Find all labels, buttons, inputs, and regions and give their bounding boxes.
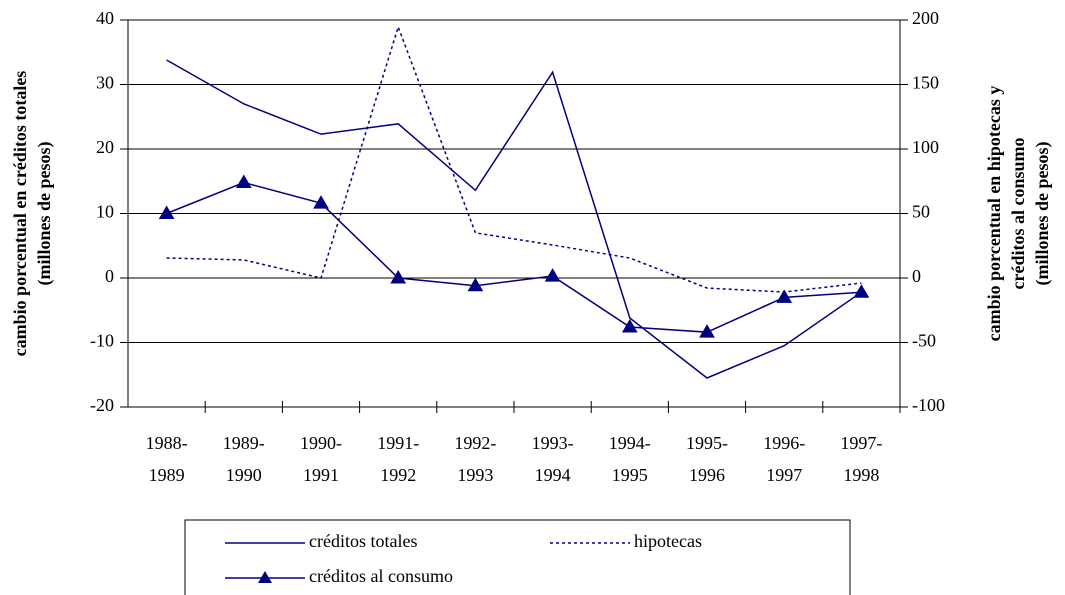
- y2-tick-label: 0: [912, 266, 921, 286]
- legend-label: hipotecas: [634, 531, 702, 551]
- y-tick-label: 0: [105, 266, 114, 286]
- marker: [621, 319, 638, 333]
- marker: [776, 289, 793, 303]
- marker: [699, 324, 715, 338]
- y-axis-title: (millones de pesos): [34, 141, 55, 285]
- y-tick-label: -10: [90, 331, 114, 351]
- y2-axis-title: créditos al consumo: [1008, 138, 1028, 290]
- x-tick-label: 1997-1998: [840, 433, 882, 485]
- marker: [313, 195, 329, 209]
- y-tick-label: 10: [96, 202, 114, 222]
- x-tick-label: 1990-1991: [300, 433, 342, 485]
- marker: [158, 205, 175, 219]
- x-tick-label: 1994-1995: [609, 433, 651, 485]
- y-tick-label: 40: [96, 8, 114, 28]
- series-line: [166, 59, 862, 379]
- y2-tick-label: -100: [912, 395, 945, 415]
- y2-tick-label: -50: [912, 331, 936, 351]
- y2-tick-label: 100: [912, 137, 939, 157]
- y-tick-label: 30: [96, 73, 114, 93]
- y-axis-title: cambio porcentual en créditos totales: [10, 71, 30, 357]
- x-tick-label: 1991-1992: [377, 433, 419, 485]
- legend-label: créditos totales: [309, 531, 417, 551]
- marker: [467, 277, 484, 292]
- y2-axis-title: cambio porcentual en hipotecas y: [984, 86, 1004, 342]
- x-tick-label: 1988-1989: [146, 433, 188, 485]
- marker: [853, 284, 870, 298]
- y2-tick-label: 50: [912, 202, 930, 222]
- legend-box: [184, 519, 851, 595]
- y2-tick-label: 150: [912, 73, 939, 93]
- series-line: [166, 24, 862, 293]
- x-tick-label: 1993-1994: [532, 433, 574, 485]
- x-tick-label: 1992-1993: [454, 433, 496, 485]
- x-tick-label: 1989-1990: [223, 433, 265, 485]
- marker: [235, 174, 252, 189]
- marker: [544, 268, 561, 282]
- y-tick-label: 20: [96, 137, 114, 157]
- y-tick-label: -20: [90, 395, 114, 415]
- y2-axis-title: (millones de pesos): [1032, 141, 1053, 285]
- series-line: [166, 181, 862, 333]
- x-tick-label: 1995-1996: [686, 433, 728, 485]
- y2-tick-label: 200: [912, 8, 939, 28]
- legend-label: créditos al consumo: [309, 566, 453, 586]
- x-tick-label: 1996-1997: [763, 433, 805, 485]
- marker: [390, 270, 407, 284]
- legend-marker: [258, 571, 272, 583]
